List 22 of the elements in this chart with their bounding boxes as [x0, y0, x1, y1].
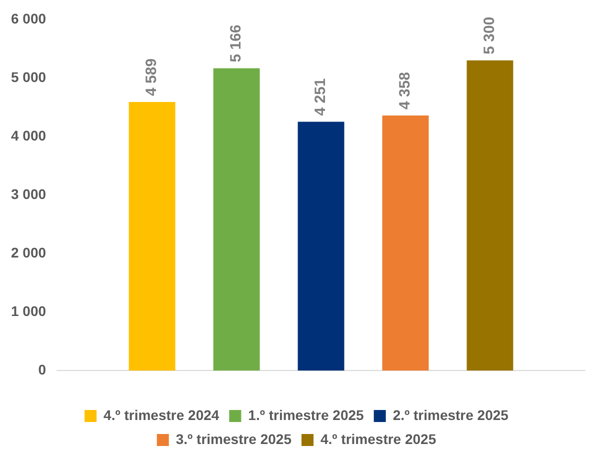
legend-label: 1.º trimestre 2025 — [248, 406, 364, 423]
data-label: 4 358 — [396, 72, 414, 110]
y-tick-label: 2 000 — [10, 244, 46, 260]
data-label: 5 300 — [481, 16, 498, 54]
legend-label: 2.º trimestre 2025 — [392, 406, 509, 423]
bar — [466, 60, 514, 371]
y-tick-label: 1 000 — [10, 302, 46, 319]
bar — [128, 102, 176, 371]
legend-label: 3.º trimestre 2025 — [176, 430, 292, 447]
y-tick-label: 0 — [38, 361, 46, 378]
y-tick-label: 6 000 — [10, 10, 46, 26]
y-tick-label: 4 000 — [10, 127, 46, 144]
legend-label: 4.º trimestre 2025 — [320, 430, 436, 447]
bar — [213, 68, 260, 371]
data-label: 4 251 — [312, 78, 330, 116]
y-tick-label: 5 000 — [10, 68, 46, 85]
legend-label: 4.º trimestre 2024 — [104, 406, 220, 423]
bar — [382, 116, 429, 371]
y-tick-label: 3 000 — [10, 186, 46, 202]
data-label: 5 166 — [228, 24, 245, 62]
data-label: 4 589 — [143, 58, 160, 96]
bar — [298, 122, 344, 371]
